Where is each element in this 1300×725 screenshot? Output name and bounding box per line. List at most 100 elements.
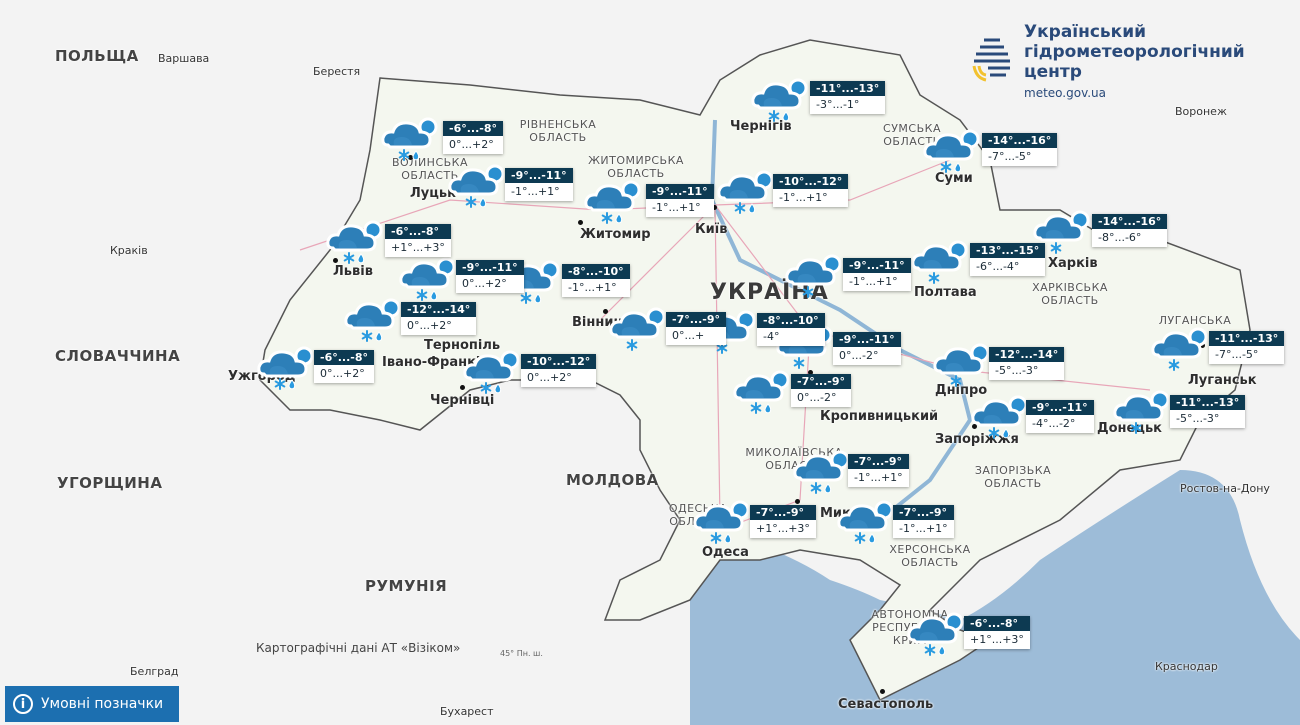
temperature-label[interactable]: -12°...-14° -5°...-3° — [989, 347, 1065, 380]
temperature-label[interactable]: -9°...-11° 0°...+2° — [456, 260, 524, 293]
temperature-label[interactable]: -10°...-12° -1°...+1° — [773, 174, 849, 207]
night-temperature: -9°...-11° — [505, 168, 573, 183]
temperature-label[interactable]: -12°...-14° 0°...+2° — [401, 302, 477, 335]
org-name-line-2: гідрометеорологічний — [1024, 42, 1245, 62]
place-label-country: МОЛДОВА — [566, 471, 659, 489]
cloud-snow-rain-icon — [792, 448, 852, 498]
place-label-small: Белград — [130, 665, 179, 678]
snowflake-icon — [988, 427, 1000, 439]
hydromet-logo[interactable]: Український гідрометеорологічний центр m… — [970, 22, 1245, 100]
night-temperature: -14°...-16° — [982, 133, 1058, 148]
cloud-snow-rain-icon — [970, 393, 1030, 443]
night-temperature: -9°...-11° — [843, 258, 911, 273]
place-label-city: Львів — [333, 264, 373, 279]
temperature-label[interactable]: -9°...-11° -1°...+1° — [646, 184, 714, 217]
day-temperature: -1°...+1° — [893, 520, 954, 538]
droplet-logo-icon — [972, 38, 1010, 82]
night-temperature: -7°...-9° — [666, 312, 726, 327]
place-label-small: Берестя — [313, 65, 361, 78]
night-temperature: -6°...-8° — [964, 616, 1030, 631]
city-dot — [880, 689, 885, 694]
temperature-label[interactable]: -7°...-9° -1°...+1° — [893, 505, 954, 538]
place-label-region: СУМСЬКА ОБЛАСТЬ — [883, 122, 941, 148]
temperature-label[interactable]: -14°...-16° -7°...-5° — [982, 133, 1058, 166]
org-url[interactable]: meteo.gov.ua — [1024, 86, 1107, 100]
place-label-city: Чернігів — [730, 119, 792, 134]
night-temperature: -11°...-13° — [810, 81, 886, 96]
temperature-label[interactable]: -13°...-15° -6°...-4° — [970, 243, 1046, 276]
night-temperature: -6°...-8° — [314, 350, 374, 365]
snowflake-icon — [1168, 359, 1180, 371]
cloud-snow-icon — [910, 238, 970, 288]
temperature-label[interactable]: -7°...-9° +1°...+3° — [750, 505, 816, 538]
place-label-country: РУМУНІЯ — [365, 577, 448, 595]
place-label-small: Варшава — [158, 52, 210, 65]
temperature-label[interactable]: -14°...-16° -8°...-6° — [1092, 214, 1168, 247]
snowflake-icon — [793, 357, 805, 369]
legend-button-label: Умовні позначки — [41, 696, 164, 712]
snowflake-icon — [480, 382, 492, 394]
place-label-country: СЛОВАЧЧИНА — [55, 347, 181, 365]
temperature-label[interactable]: -9°...-11° 0°...-2° — [833, 332, 901, 365]
temperature-label[interactable]: -6°...-8° +1°...+3° — [964, 616, 1030, 649]
temperature-label[interactable]: -9°...-11° -1°...+1° — [843, 258, 911, 291]
night-temperature: -12°...-14° — [401, 302, 477, 317]
temperature-label[interactable]: -9°...-11° -4°...-2° — [1026, 400, 1094, 433]
cloud-snow-rain-icon — [750, 76, 810, 126]
day-temperature: -7°...-5° — [982, 148, 1058, 166]
temperature-label[interactable]: -6°...-8° +1°...+3° — [385, 224, 451, 257]
place-label-region: ЛУГАНСЬКА — [1158, 314, 1232, 327]
map-attribution: Картографічні дані АТ «Візіком» — [256, 641, 461, 655]
temperature-label[interactable]: -11°...-13° -3°...-1° — [810, 81, 886, 114]
night-temperature: -10°...-12° — [773, 174, 849, 189]
city-dot — [603, 309, 608, 314]
legend-button[interactable]: i Умовні позначки — [5, 686, 179, 722]
temperature-label[interactable]: -7°...-9° -1°...+1° — [848, 454, 909, 487]
day-temperature: 0°...+2° — [401, 317, 477, 335]
temperature-label[interactable]: -6°...-8° 0°...+2° — [314, 350, 374, 383]
cloud-snow-rain-icon — [447, 162, 507, 212]
night-temperature: -7°...-9° — [893, 505, 954, 520]
temperature-label[interactable]: -10°...-12° 0°...+2° — [521, 354, 597, 387]
night-temperature: -7°...-9° — [750, 505, 816, 520]
day-temperature: 0°...+2° — [443, 136, 503, 154]
temperature-label[interactable]: -9°...-11° -1°...+1° — [505, 168, 573, 201]
cloud-snow-rain-icon — [380, 115, 440, 165]
day-temperature: -6°...-4° — [970, 258, 1046, 276]
place-label-region: ХЕРСОНСЬКА ОБЛАСТЬ — [889, 543, 971, 569]
cloud-snow-icon — [1150, 325, 1210, 375]
night-temperature: -9°...-11° — [646, 184, 714, 199]
temperature-label[interactable]: -7°...-9° 0°...+ — [666, 312, 726, 345]
day-temperature: -1°...+1° — [843, 273, 911, 291]
place-label-city: Суми — [935, 171, 973, 186]
cloud-snow-rain-icon — [325, 218, 385, 268]
latitude-label: 45° Пн. ш. — [500, 649, 543, 658]
night-temperature: -6°...-8° — [443, 121, 503, 136]
temperature-label[interactable]: -11°...-13° -7°...-5° — [1209, 331, 1285, 364]
place-label-city: Одеса — [702, 545, 749, 560]
day-temperature: +1°...+3° — [750, 520, 816, 538]
place-label-city: Донецьк — [1097, 421, 1162, 436]
place-label-country: ПОЛЬЩА — [55, 47, 139, 65]
cloud-snow-rain-icon — [256, 344, 316, 394]
snowflake-icon — [734, 202, 746, 214]
cloud-snow-icon — [784, 252, 844, 302]
temperature-label[interactable]: -7°...-9° 0°...-2° — [791, 374, 851, 407]
city-dot — [808, 370, 813, 375]
place-label-city: Кропивницький — [820, 409, 939, 424]
cloud-snow-rain-icon — [462, 348, 522, 398]
info-icon: i — [13, 694, 33, 714]
temperature-label[interactable]: -8°...-10° -4° — [757, 313, 825, 346]
temperature-label[interactable]: -11°...-13° -5°...-3° — [1170, 395, 1246, 428]
night-temperature: -10°...-12° — [521, 354, 597, 369]
cloud-snow-rain-icon — [732, 368, 792, 418]
temperature-label[interactable]: -8°...-10° -1°...+1° — [562, 264, 630, 297]
place-label-city: Луцьк — [410, 186, 456, 201]
night-temperature: -11°...-13° — [1209, 331, 1285, 346]
temperature-label[interactable]: -6°...-8° 0°...+2° — [443, 121, 503, 154]
place-label-city: Чернівці — [430, 393, 495, 408]
city-dot — [460, 385, 465, 390]
day-temperature: -1°...+1° — [505, 183, 573, 201]
city-dot — [333, 258, 338, 263]
